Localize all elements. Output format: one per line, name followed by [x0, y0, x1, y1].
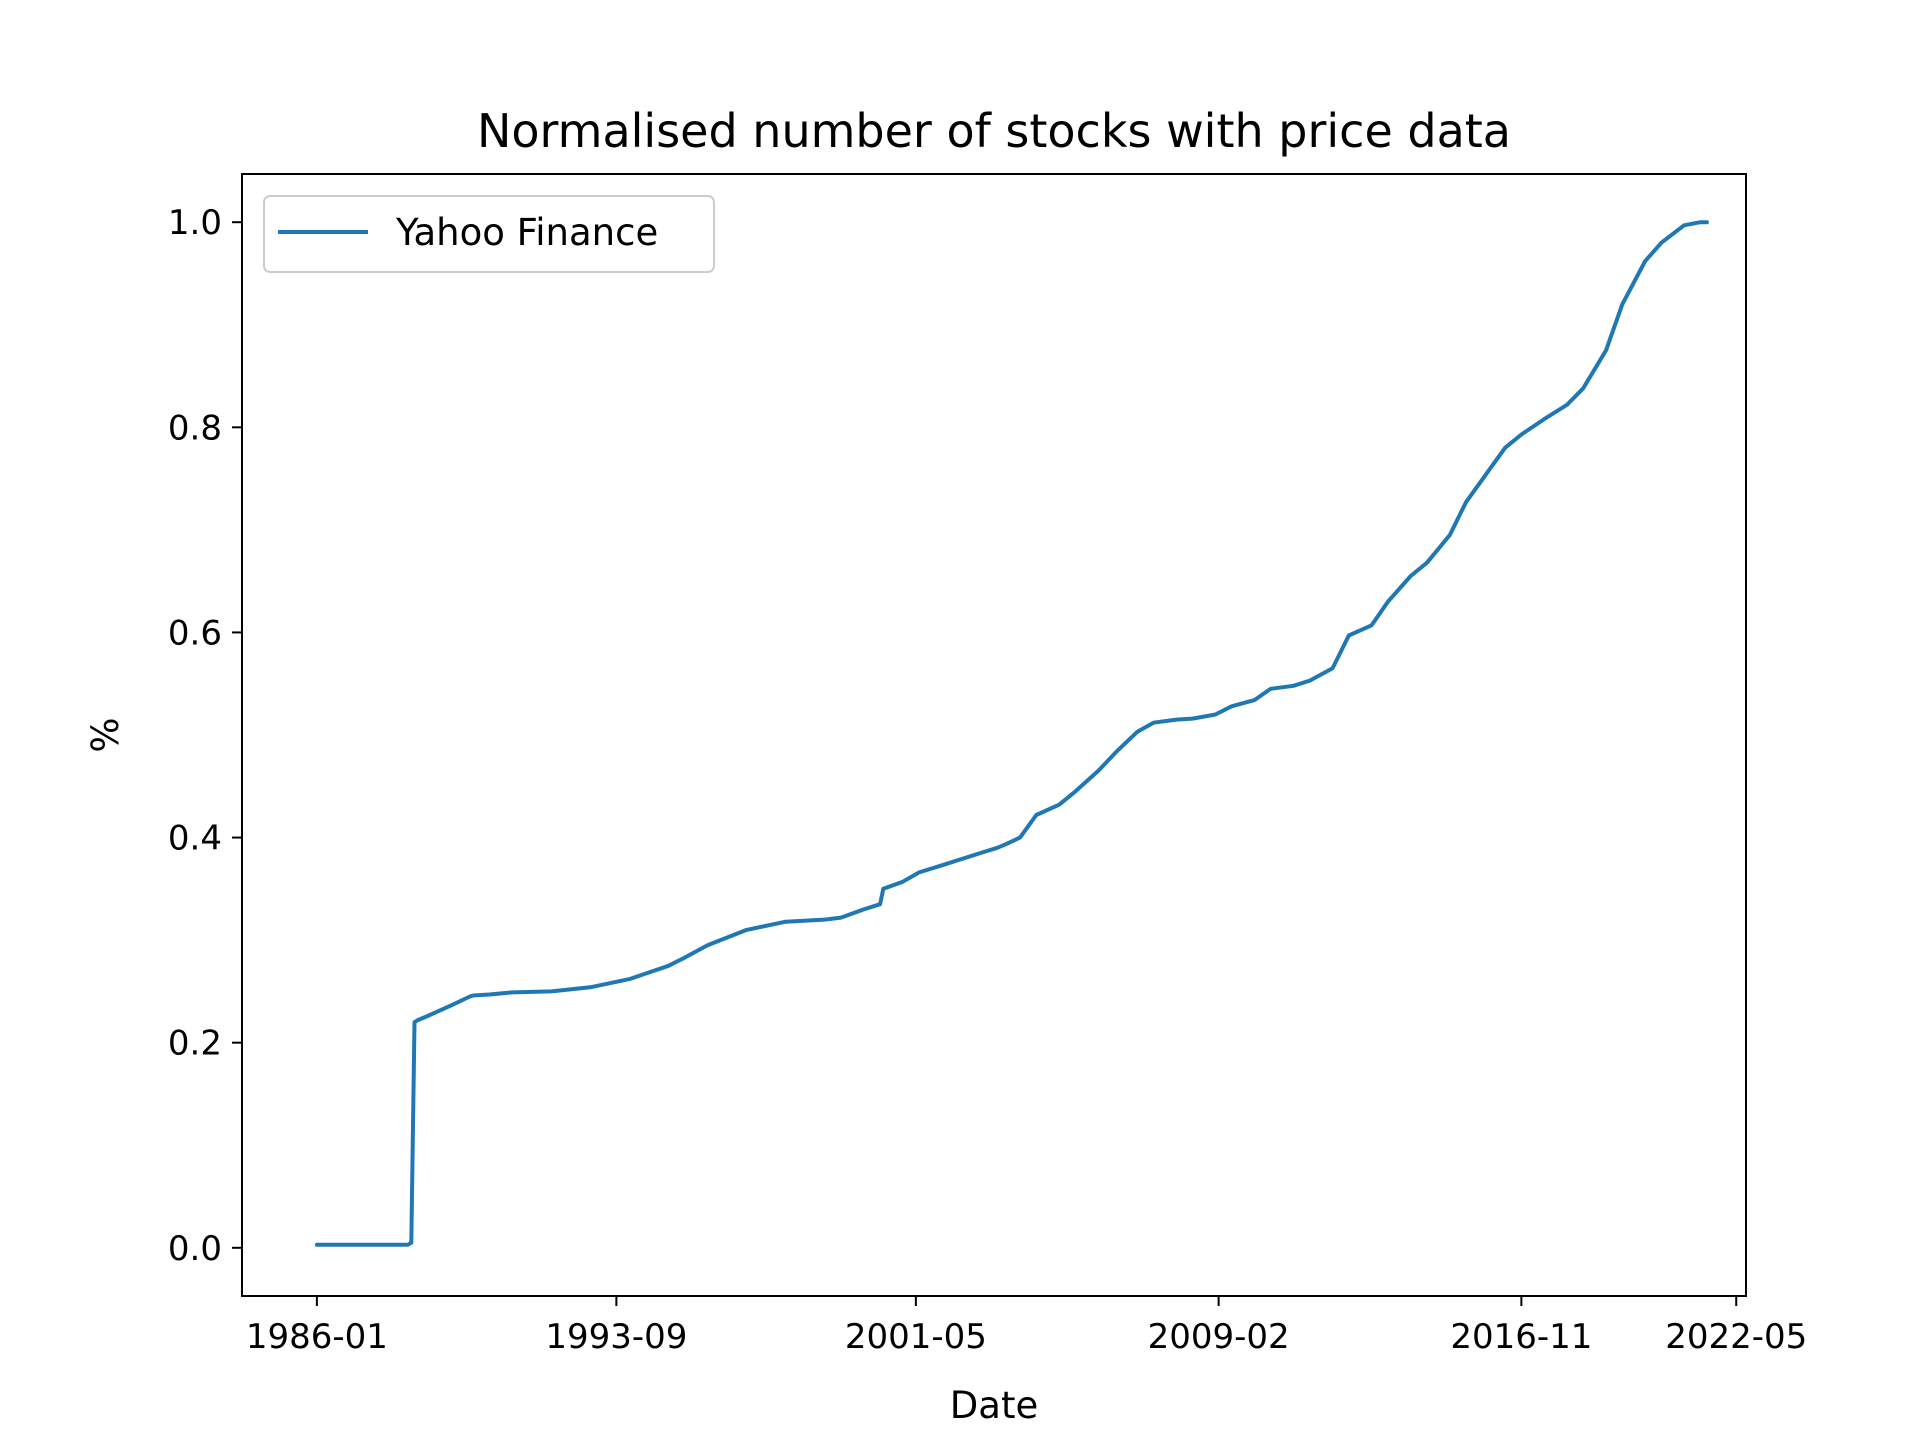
plot-area-frame: [241, 173, 1747, 1297]
series-layer: [314, 220, 1709, 1247]
y-axis-title: %: [84, 717, 127, 752]
y-tick-label: 0.0: [168, 1229, 222, 1269]
y-axis: 0.0 0.2 0.4 0.6 0.8 1.0: [168, 203, 242, 1269]
x-axis: 1986-01 1993-09 2001-05 2009-02 2016-11 2022-…: [246, 1296, 1807, 1357]
y-tick-label: 0.2: [168, 1024, 222, 1064]
chart-title: Normalised number of stocks with price d…: [477, 104, 1511, 158]
x-tick-label: 2001-05: [845, 1317, 987, 1357]
y-tick-label: 0.4: [168, 819, 222, 859]
x-tick-label: 1986-01: [246, 1317, 388, 1357]
y-tick-label: 0.6: [168, 613, 222, 653]
y-tick-label: 0.8: [168, 408, 222, 448]
y-tick-label: 1.0: [168, 203, 222, 243]
series-line-yahoo-finance: [314, 220, 1709, 1247]
legend-box: [263, 195, 715, 273]
x-tick-label: 1993-09: [545, 1317, 687, 1357]
x-tick-label: 2009-02: [1148, 1317, 1290, 1357]
legend: Yahoo Finance: [263, 195, 715, 273]
x-axis-title: Date: [950, 1384, 1038, 1427]
x-tick-label: 2016-11: [1450, 1317, 1592, 1357]
legend-label-yahoo-finance: Yahoo Finance: [395, 211, 658, 254]
x-tick-label: 2022-05: [1665, 1317, 1807, 1357]
